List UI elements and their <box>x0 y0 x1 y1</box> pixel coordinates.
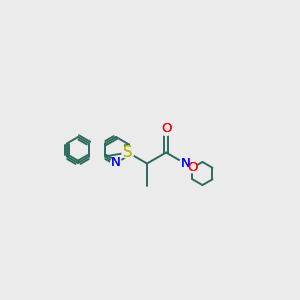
Circle shape <box>188 163 197 173</box>
Text: N: N <box>111 157 121 169</box>
Text: O: O <box>187 161 198 174</box>
Text: O: O <box>187 161 198 174</box>
Circle shape <box>180 158 190 169</box>
Text: O: O <box>161 122 171 135</box>
Circle shape <box>161 125 171 136</box>
Text: S: S <box>123 145 133 160</box>
Text: N: N <box>111 157 121 169</box>
Circle shape <box>111 158 122 169</box>
Text: N: N <box>180 157 190 170</box>
Text: N: N <box>180 157 190 170</box>
Text: S: S <box>123 145 133 160</box>
Circle shape <box>122 146 134 158</box>
Text: O: O <box>161 122 171 135</box>
